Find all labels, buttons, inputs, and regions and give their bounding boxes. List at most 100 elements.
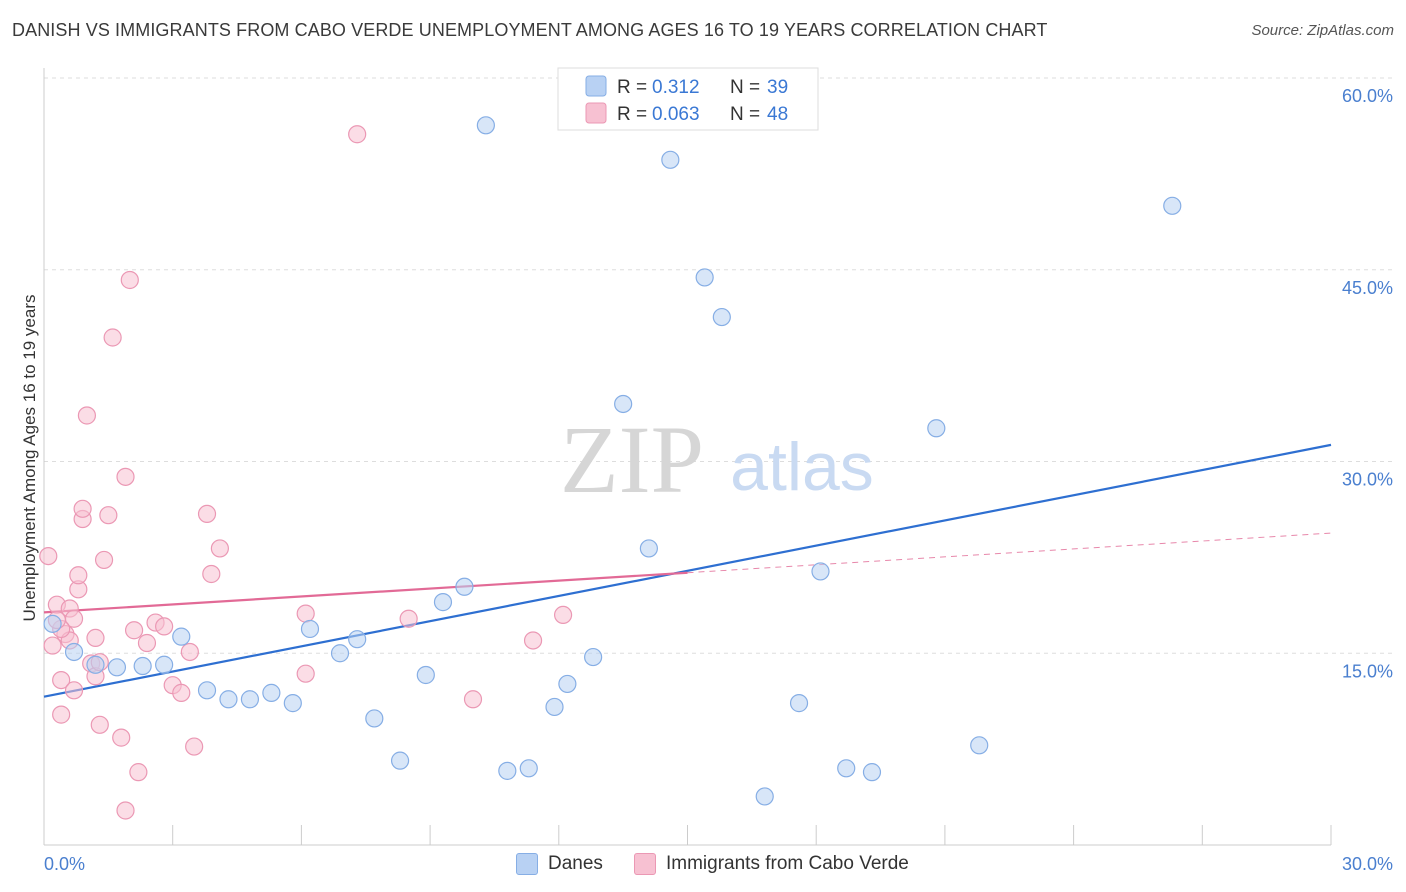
trend-line-cabo-verde-projection xyxy=(687,532,1332,574)
point-cabo-verde xyxy=(348,125,367,144)
legend-n-value-cabo: 48 xyxy=(767,104,788,125)
point-danes xyxy=(300,619,320,639)
y-tick-label: 30.0% xyxy=(1342,470,1393,490)
point-danes xyxy=(433,593,453,612)
point-danes xyxy=(695,268,714,287)
y-tick-label: 60.0% xyxy=(1342,86,1393,106)
point-danes xyxy=(639,539,658,558)
point-danes xyxy=(661,150,680,169)
point-cabo-verde xyxy=(116,467,135,486)
legend-label-cabo: Immigrants from Cabo Verde xyxy=(666,853,909,874)
grid-lines xyxy=(44,77,1394,654)
point-danes xyxy=(789,694,809,713)
point-danes xyxy=(755,787,774,806)
point-danes xyxy=(837,759,856,778)
axes xyxy=(43,68,1332,846)
point-danes xyxy=(390,751,410,770)
point-cabo-verde xyxy=(39,546,58,566)
point-danes xyxy=(970,736,989,755)
point-cabo-verde xyxy=(155,617,174,636)
point-danes xyxy=(416,665,435,685)
point-cabo-verde xyxy=(86,628,105,648)
point-danes xyxy=(519,759,538,778)
point-danes xyxy=(43,614,62,633)
point-cabo-verde xyxy=(180,642,199,662)
point-cabo-verde xyxy=(52,670,71,690)
point-cabo-verde xyxy=(296,664,315,683)
point-danes xyxy=(584,647,603,667)
legend-label-danes: Danes xyxy=(548,853,603,874)
point-cabo-verde xyxy=(172,683,191,702)
legend-r-value-cabo: 0.063 xyxy=(652,104,700,125)
point-danes xyxy=(155,655,174,674)
point-cabo-verde xyxy=(120,270,139,290)
point-cabo-verde xyxy=(99,506,118,525)
point-cabo-verde xyxy=(112,728,131,747)
point-danes xyxy=(133,656,152,676)
point-cabo-verde xyxy=(210,539,229,558)
legend-swatch-danes-bottom xyxy=(516,853,538,875)
point-cabo-verde xyxy=(43,636,62,655)
point-danes xyxy=(712,307,731,327)
point-danes xyxy=(197,681,217,700)
legend-r-label-danes: R = xyxy=(617,77,647,98)
point-cabo-verde xyxy=(202,564,221,584)
legend-swatch-danes xyxy=(585,75,607,97)
watermark-zip: ZIP xyxy=(560,406,704,513)
watermark-atlas: atlas xyxy=(730,429,874,505)
point-cabo-verde xyxy=(523,631,543,650)
point-danes xyxy=(172,627,191,646)
point-danes xyxy=(348,630,367,649)
point-cabo-verde xyxy=(52,705,71,724)
y-tick-label: 45.0% xyxy=(1342,278,1393,298)
point-cabo-verde xyxy=(124,621,144,640)
x-tick-label: 0.0% xyxy=(44,854,85,874)
point-danes xyxy=(476,116,495,135)
point-danes xyxy=(330,644,350,663)
point-danes xyxy=(927,419,946,438)
legend-n-label-danes: N = xyxy=(730,77,760,98)
point-danes xyxy=(455,577,474,596)
point-danes xyxy=(86,655,105,674)
point-cabo-verde xyxy=(103,328,122,347)
point-danes xyxy=(558,674,577,694)
point-danes xyxy=(862,763,882,782)
point-danes xyxy=(365,709,384,728)
legend-r-value-danes: 0.312 xyxy=(652,77,700,98)
point-cabo-verde xyxy=(129,763,148,782)
point-cabo-verde xyxy=(197,504,217,524)
point-cabo-verde xyxy=(77,406,97,425)
point-cabo-verde xyxy=(116,801,135,820)
trend-line-danes xyxy=(43,443,1332,698)
chart-title: DANISH VS IMMIGRANTS FROM CABO VERDE UNE… xyxy=(12,20,1048,40)
point-danes xyxy=(283,694,302,713)
legend-n-label-cabo: N = xyxy=(730,104,760,125)
point-cabo-verde xyxy=(94,550,114,570)
trend-line-cabo-verde xyxy=(43,571,688,614)
point-cabo-verde xyxy=(69,566,88,585)
point-cabo-verde xyxy=(90,715,109,734)
source-label: Source: ZipAtlas.com xyxy=(1251,22,1394,39)
point-danes xyxy=(262,683,281,702)
legend-swatch-cabo xyxy=(585,102,607,124)
x-tick-label: 30.0% xyxy=(1342,854,1393,874)
legend-swatch-cabo-bottom xyxy=(634,853,656,875)
legend-n-value-danes: 39 xyxy=(767,77,788,98)
point-danes xyxy=(1163,196,1182,215)
point-cabo-verde xyxy=(185,737,204,756)
point-cabo-verde xyxy=(553,605,573,625)
bottom-legend-danes[interactable]: Danes xyxy=(516,850,603,878)
tick-labels: 15.0% 30.0% 45.0% 60.0% 0.0% 30.0% xyxy=(44,86,1393,874)
trend-lines xyxy=(43,443,1332,698)
point-cabo-verde xyxy=(73,499,92,518)
watermark: ZIP atlas xyxy=(560,406,874,513)
bottom-legend-cabo[interactable]: Immigrants from Cabo Verde xyxy=(634,850,909,878)
stats-legend: R = 0.312 N = 39 R = 0.063 N = 48 xyxy=(557,67,819,131)
point-cabo-verde xyxy=(137,633,157,653)
point-danes xyxy=(240,690,260,709)
point-danes xyxy=(545,697,564,717)
point-danes xyxy=(498,761,517,780)
y-tick-label: 15.0% xyxy=(1342,661,1393,681)
point-danes xyxy=(219,690,238,709)
